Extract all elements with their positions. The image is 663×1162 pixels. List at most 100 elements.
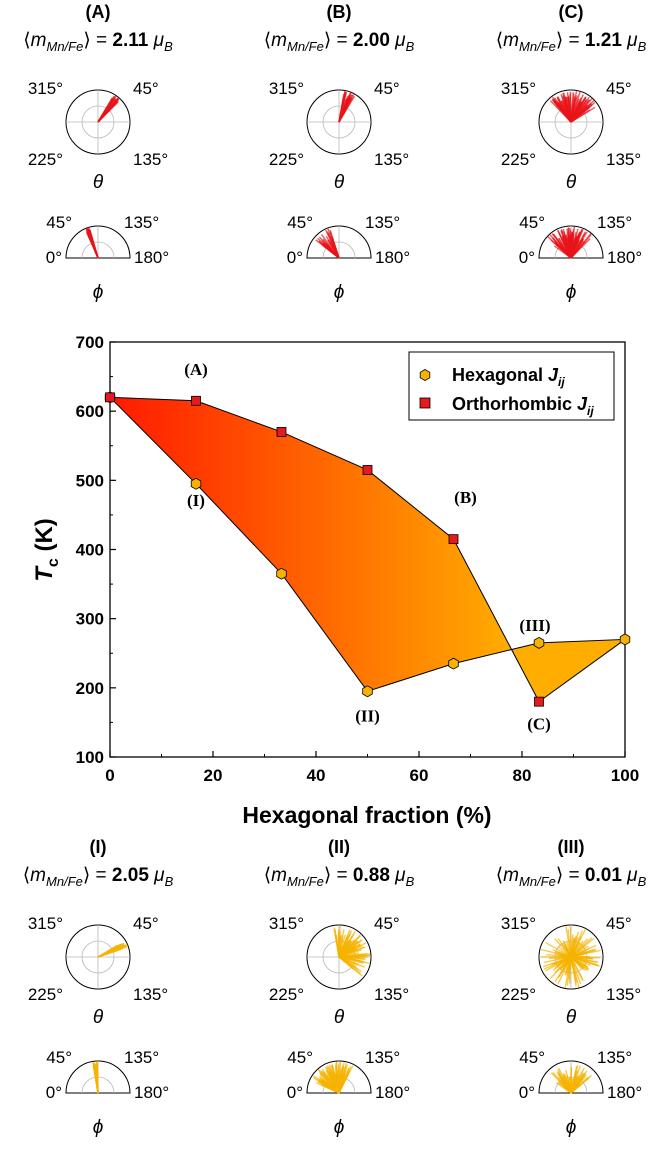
theta-axis-label: θ bbox=[334, 1007, 345, 1028]
orthorhombic-point bbox=[106, 393, 115, 402]
legend: Hexagonal Jij Orthorhombic Jij bbox=[409, 352, 614, 420]
theta-tick-label: 135° bbox=[606, 150, 641, 169]
theta-tick-label: 315° bbox=[269, 914, 304, 933]
phi-tick-label: 45° bbox=[46, 213, 72, 232]
hexagonal-point bbox=[620, 634, 630, 645]
polar-panel: (III)⟨mMn/Fe⟩ = 0.01 μB315°45°225°135°θ4… bbox=[496, 837, 647, 1138]
phi-axis-label: ϕ bbox=[334, 1117, 345, 1138]
y-tick-label: 600 bbox=[76, 402, 104, 421]
phi-tick-label: 0° bbox=[287, 1083, 303, 1102]
point-annotation: (B) bbox=[454, 488, 477, 507]
panel-id: (A) bbox=[86, 2, 111, 22]
hexagonal-point bbox=[191, 478, 201, 489]
polar-panel: (II) ⟨mMn/Fe⟩ = 0.88 μB 315° 45° 225° 135° θ 45… bbox=[264, 837, 415, 1138]
theta-tick-label: 225° bbox=[269, 985, 304, 1004]
theta-tick-label: 315° bbox=[269, 79, 304, 98]
x-tick-label: 60 bbox=[410, 766, 429, 785]
phi-tick-label: 45° bbox=[519, 1048, 545, 1067]
theta-tick-label: 135° bbox=[374, 985, 409, 1004]
x-tick-label: 20 bbox=[204, 766, 223, 785]
phi-tick-label: 45° bbox=[287, 213, 313, 232]
phi-tick-label: 135° bbox=[597, 1048, 632, 1067]
phi-axis-label: ϕ bbox=[93, 1117, 104, 1138]
theta-tick-label: 225° bbox=[269, 150, 304, 169]
phi-tick-label: 0° bbox=[287, 248, 303, 267]
legend-square-marker bbox=[420, 398, 430, 408]
panel-moment: ⟨mMn/Fe⟩ = 1.21 μB bbox=[496, 30, 647, 54]
x-axis-label: Hexagonal fraction (%) bbox=[242, 802, 491, 828]
point-annotation: (I) bbox=[187, 491, 205, 510]
region-polygon-right bbox=[512, 639, 625, 701]
phi-tick-label: 180° bbox=[134, 248, 169, 267]
hexagonal-point bbox=[363, 686, 373, 697]
theta-tick-label: 315° bbox=[28, 79, 63, 98]
theta-tick-label: 135° bbox=[606, 985, 641, 1004]
svg-text:Tc (K): Tc (K) bbox=[31, 518, 62, 582]
region-polygon-main bbox=[110, 397, 512, 691]
theta-axis-label: θ bbox=[93, 1007, 104, 1028]
x-tick-label: 0 bbox=[105, 766, 114, 785]
phi-tick-label: 45° bbox=[46, 1048, 72, 1067]
theta-tick-label: 225° bbox=[28, 150, 63, 169]
panel-moment: ⟨mMn/Fe⟩ = 2.00 μB bbox=[264, 30, 415, 54]
panel-id: (C) bbox=[559, 2, 584, 22]
phi-axis-label: ϕ bbox=[566, 1117, 577, 1138]
theta-tick-label: 45° bbox=[374, 79, 400, 98]
orthorhombic-point bbox=[363, 465, 372, 474]
phi-tick-label: 0° bbox=[46, 1083, 62, 1102]
y-axis-label: Tc (K) bbox=[31, 518, 62, 582]
polar-panel: (A)⟨mMn/Fe⟩ = 2.11 μB315°45°225°135°θ45°… bbox=[23, 2, 173, 303]
phi-tick-label: 180° bbox=[375, 1083, 410, 1102]
theta-tick-label: 45° bbox=[133, 914, 159, 933]
panel-moment: ⟨mMn/Fe⟩ = 2.11 μB bbox=[23, 30, 173, 54]
theta-moment-ray bbox=[570, 925, 571, 957]
theta-tick-label: 45° bbox=[374, 914, 400, 933]
theta-tick-label: 45° bbox=[133, 79, 159, 98]
panel-id: (I) bbox=[90, 837, 107, 857]
orthorhombic-point bbox=[192, 396, 201, 405]
region-area bbox=[110, 397, 625, 701]
polar-panel: (C)⟨mMn/Fe⟩ = 1.21 μB315°45°225°135°θ45°… bbox=[496, 2, 647, 303]
phi-tick-label: 45° bbox=[287, 1048, 313, 1067]
theta-tick-label: 135° bbox=[133, 985, 168, 1004]
y-tick-label: 500 bbox=[76, 471, 104, 490]
x-tick-label: 80 bbox=[513, 766, 532, 785]
phi-tick-label: 0° bbox=[519, 248, 535, 267]
theta-tick-label: 315° bbox=[501, 914, 536, 933]
point-annotation: (III) bbox=[519, 616, 550, 635]
theta-tick-label: 135° bbox=[374, 150, 409, 169]
point-annotation: (II) bbox=[355, 706, 380, 725]
top-polar-panels: (A) ⟨mMn/Fe⟩ = 2.11 μB 315° 45° 225° 135° θ 45°… bbox=[23, 2, 646, 303]
theta-tick-label: 225° bbox=[501, 985, 536, 1004]
phi-tick-label: 135° bbox=[365, 213, 400, 232]
phi-tick-label: 45° bbox=[519, 213, 545, 232]
x-tick-label: 40 bbox=[307, 766, 326, 785]
y-tick-label: 200 bbox=[76, 679, 104, 698]
panel-moment: ⟨mMn/Fe⟩ = 2.05 μB bbox=[23, 865, 174, 889]
y-tick-label: 700 bbox=[76, 333, 104, 352]
theta-tick-label: 315° bbox=[501, 79, 536, 98]
theta-tick-label: 225° bbox=[28, 985, 63, 1004]
phi-tick-label: 135° bbox=[124, 1048, 159, 1067]
phi-axis-label: ϕ bbox=[334, 282, 345, 303]
theta-moment-ray bbox=[571, 957, 593, 958]
phi-tick-label: 180° bbox=[375, 248, 410, 267]
panel-moment: ⟨mMn/Fe⟩ = 0.88 μB bbox=[264, 865, 415, 889]
theta-axis-label: θ bbox=[334, 172, 345, 193]
theta-tick-label: 45° bbox=[606, 914, 632, 933]
y-tick-label: 400 bbox=[76, 541, 104, 560]
phi-axis-label: ϕ bbox=[93, 282, 104, 303]
panel-id: (B) bbox=[327, 2, 352, 22]
polar-panel: (I)⟨mMn/Fe⟩ = 2.05 μB315°45°225°135°θ45°… bbox=[23, 837, 174, 1138]
phi-tick-label: 0° bbox=[46, 248, 62, 267]
y-tick-label: 100 bbox=[76, 748, 104, 767]
panel-id: (II) bbox=[328, 837, 350, 857]
phi-tick-label: 180° bbox=[134, 1083, 169, 1102]
phi-tick-label: 180° bbox=[607, 1083, 642, 1102]
legend-hexagon-marker bbox=[420, 370, 430, 381]
phi-tick-label: 135° bbox=[365, 1048, 400, 1067]
theta-axis-label: θ bbox=[93, 172, 104, 193]
